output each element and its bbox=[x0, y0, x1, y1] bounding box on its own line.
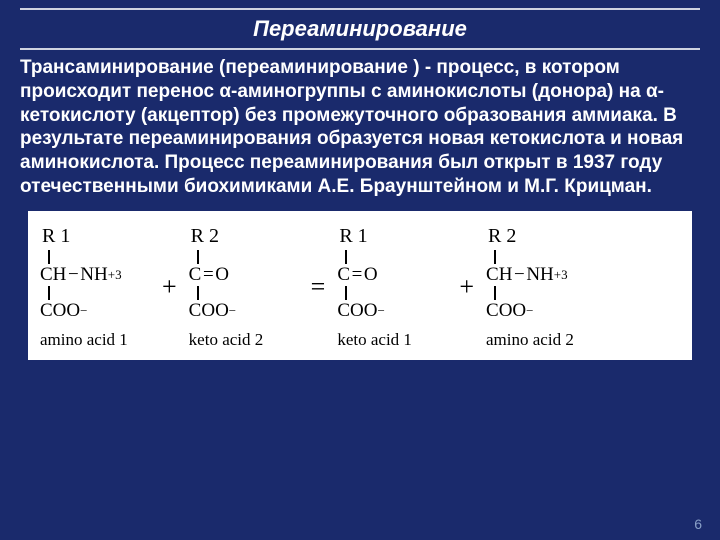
frag-ch: CH bbox=[486, 264, 512, 286]
molecule-amino-acid-2: R 2 CH − NH+3 COO− amino acid 2 bbox=[486, 225, 596, 350]
molecule-keto-acid-2: R 2 C = O COO− keto acid 2 bbox=[189, 225, 299, 350]
bond-dash: − bbox=[66, 264, 80, 286]
bond-double: = bbox=[201, 264, 215, 286]
charge-plus: + bbox=[108, 267, 115, 283]
frag-c: C bbox=[189, 264, 202, 286]
frag-nh: NH bbox=[526, 264, 553, 286]
r-group-label: R 1 bbox=[42, 225, 70, 248]
operator-plus: + bbox=[453, 272, 480, 302]
bond-line bbox=[494, 250, 496, 264]
charge-minus: − bbox=[80, 303, 87, 319]
frag-coo: COO bbox=[337, 300, 377, 322]
formula-row: CH − NH+3 bbox=[40, 264, 122, 286]
bond-line bbox=[345, 286, 347, 300]
bond-dash: − bbox=[512, 264, 526, 286]
molecule-caption: keto acid 2 bbox=[189, 330, 264, 350]
bond-line bbox=[197, 286, 199, 300]
subscript-3: 3 bbox=[561, 267, 568, 283]
formula-row: C = O bbox=[337, 264, 377, 286]
operator-equals: = bbox=[305, 272, 332, 302]
molecule-amino-acid-1: R 1 CH − NH+3 COO− amino acid 1 bbox=[40, 225, 150, 350]
body-paragraph: Трансаминирование (переаминирование ) - … bbox=[20, 50, 700, 211]
slide: Переаминирование Трансаминирование (пере… bbox=[0, 0, 720, 540]
bond-double: = bbox=[350, 264, 364, 286]
charge-minus: − bbox=[377, 303, 384, 319]
slide-title: Переаминирование bbox=[20, 10, 700, 48]
molecule-keto-acid-1: R 1 C = O COO− keto acid 1 bbox=[337, 225, 447, 350]
r-group-label: R 2 bbox=[191, 225, 219, 248]
charge-minus: − bbox=[526, 303, 533, 319]
formula-row: CH − NH+3 bbox=[486, 264, 568, 286]
operator-plus: + bbox=[156, 272, 183, 302]
r-group-label: R 2 bbox=[488, 225, 516, 248]
formula-row: COO− bbox=[189, 300, 236, 322]
molecule-caption: keto acid 1 bbox=[337, 330, 412, 350]
frag-o: O bbox=[215, 264, 229, 286]
frag-c: C bbox=[337, 264, 350, 286]
frag-coo: COO bbox=[486, 300, 526, 322]
page-number: 6 bbox=[694, 516, 702, 532]
molecule-caption: amino acid 2 bbox=[486, 330, 574, 350]
bond-line bbox=[345, 250, 347, 264]
frag-ch: CH bbox=[40, 264, 66, 286]
frag-coo: COO bbox=[189, 300, 229, 322]
frag-coo: COO bbox=[40, 300, 80, 322]
reaction-panel: R 1 CH − NH+3 COO− amino acid 1 + R 2 C … bbox=[28, 211, 692, 360]
frag-nh: NH bbox=[80, 264, 107, 286]
subscript-3: 3 bbox=[115, 267, 122, 283]
bond-line bbox=[494, 286, 496, 300]
charge-plus: + bbox=[554, 267, 561, 283]
formula-row: C = O bbox=[189, 264, 229, 286]
r-group-label: R 1 bbox=[339, 225, 367, 248]
formula-row: COO− bbox=[40, 300, 87, 322]
formula-row: COO− bbox=[486, 300, 533, 322]
bond-line bbox=[48, 250, 50, 264]
frag-o: O bbox=[364, 264, 378, 286]
bond-line bbox=[48, 286, 50, 300]
charge-minus: − bbox=[229, 303, 236, 319]
bond-line bbox=[197, 250, 199, 264]
formula-row: COO− bbox=[337, 300, 384, 322]
molecule-caption: amino acid 1 bbox=[40, 330, 128, 350]
